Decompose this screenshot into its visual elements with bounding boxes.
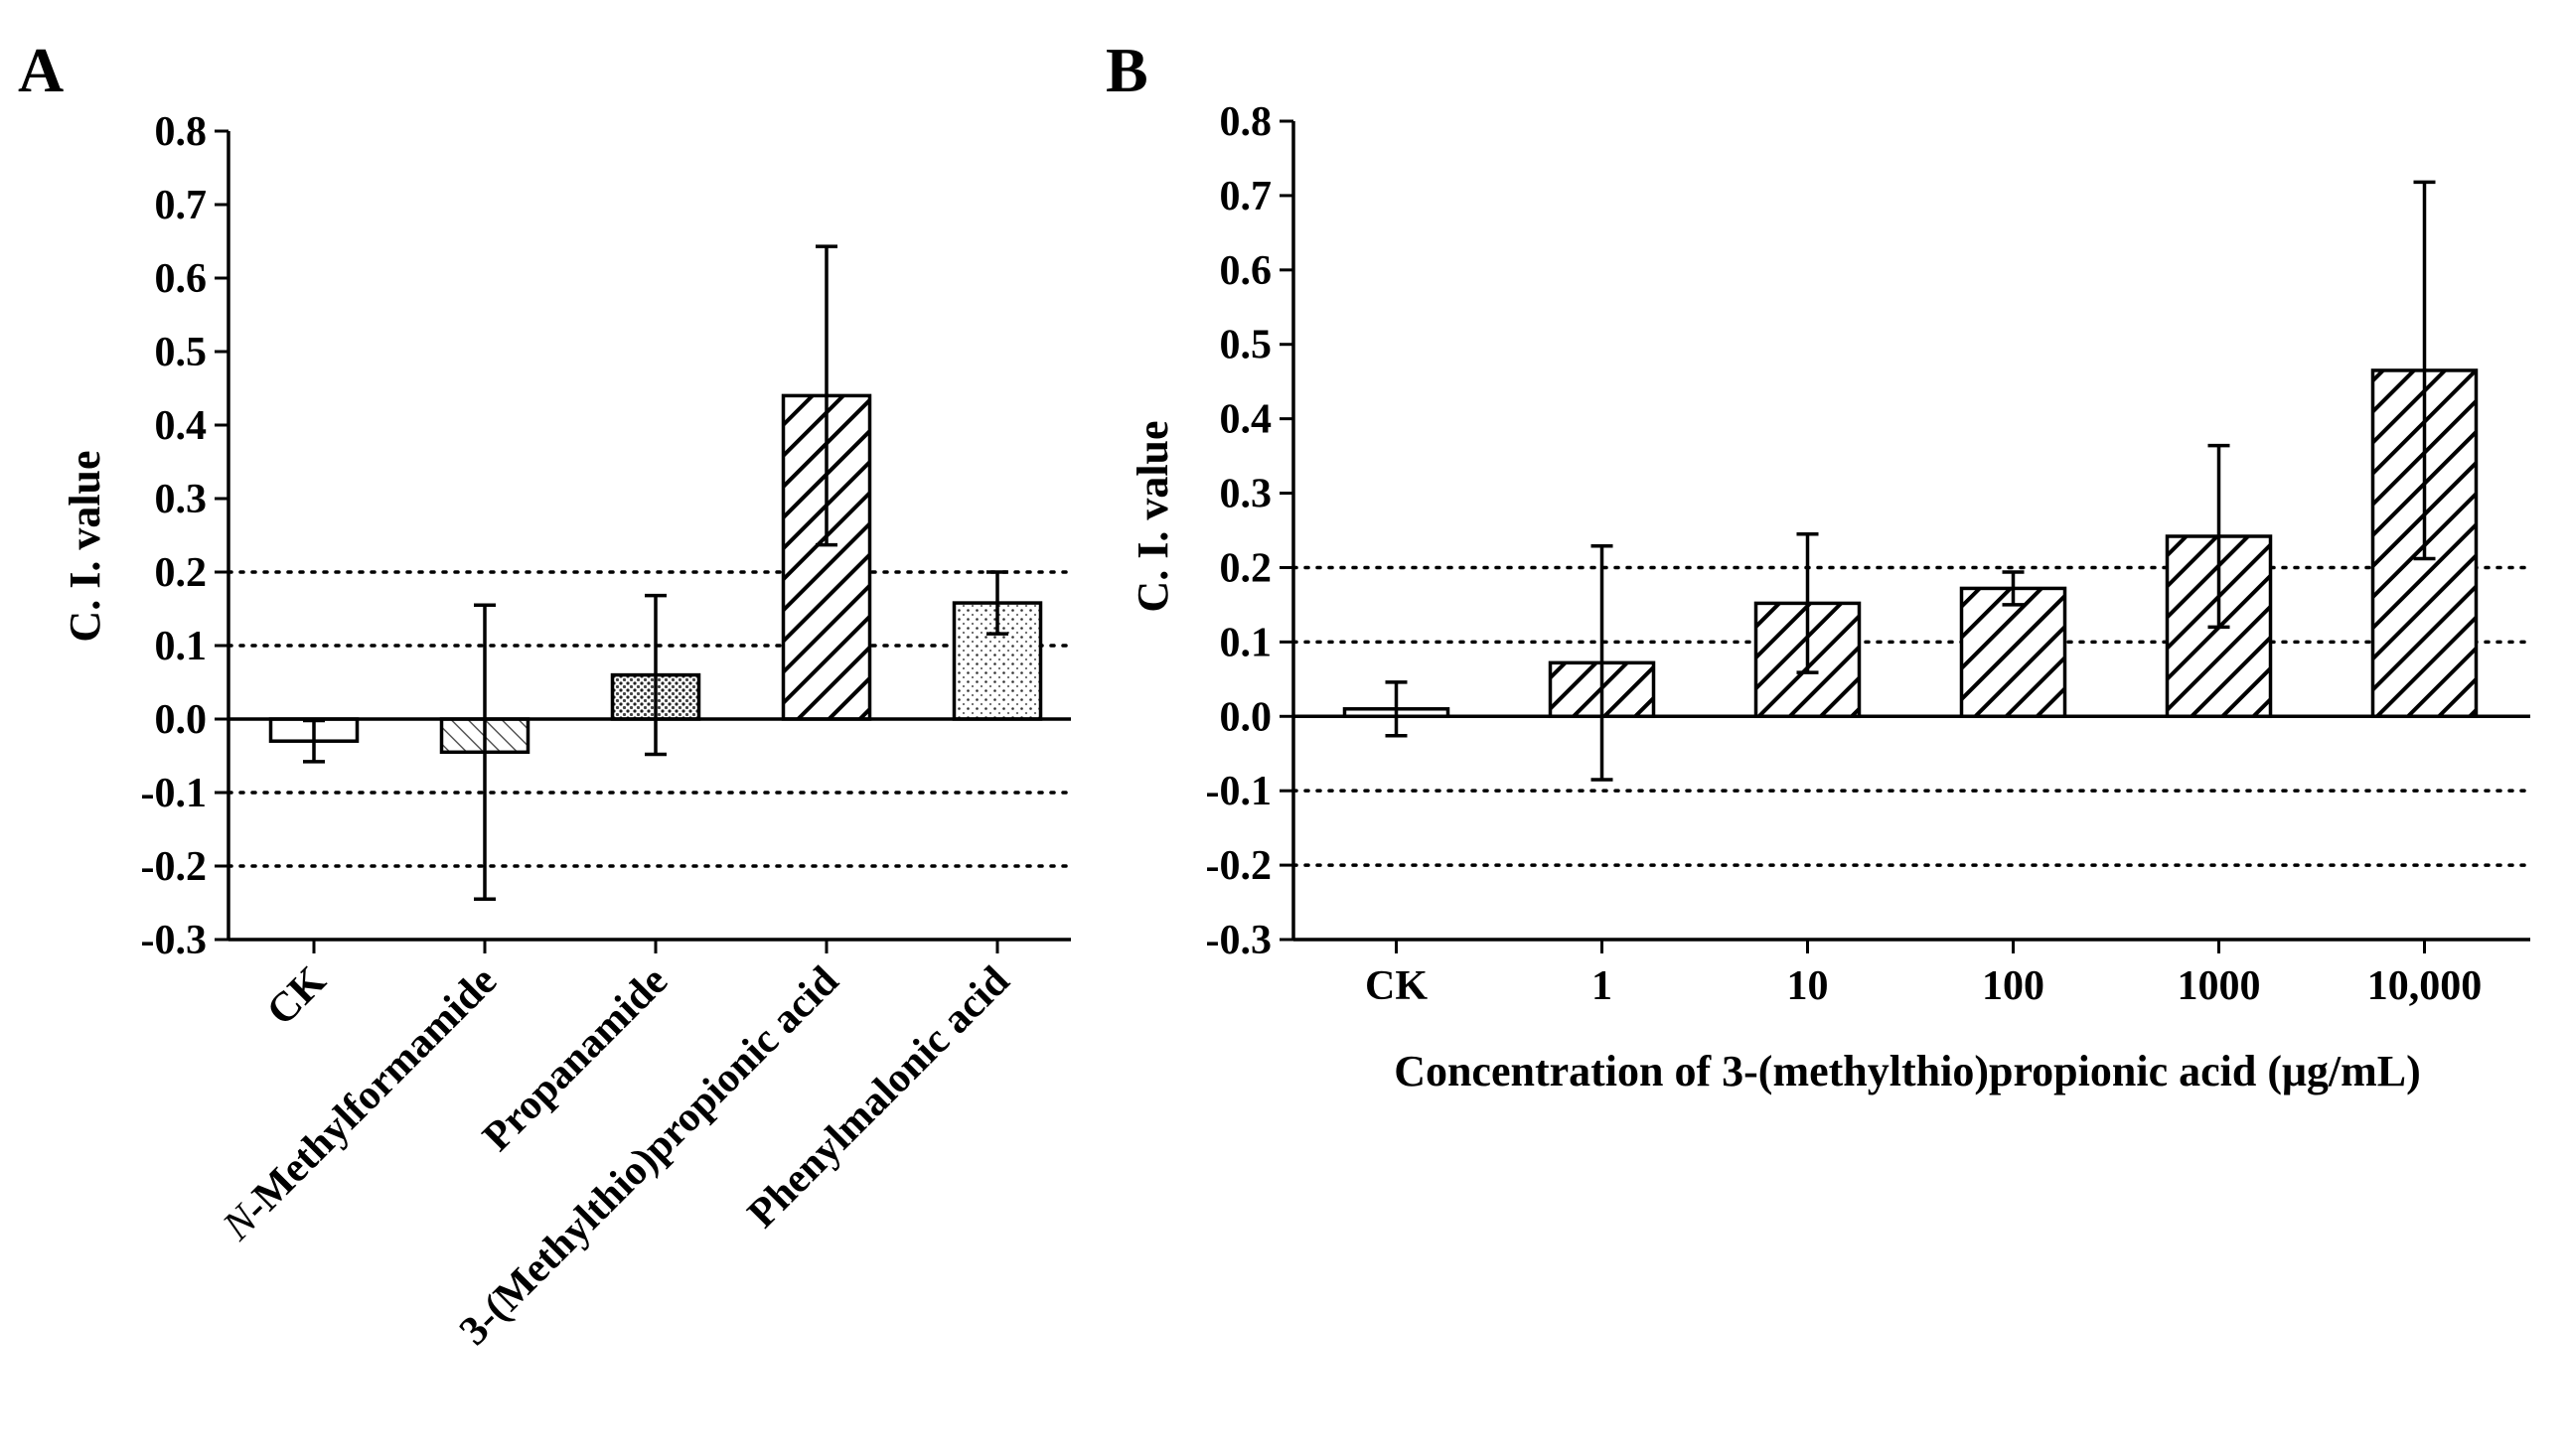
panel-b-chart: B C. I. value Concentration of 3-(methyl…	[1106, 35, 2532, 1095]
panel-a-y-tick-label: 0.3	[155, 477, 208, 522]
panel-a-chart: A C. I. value 0.8 0.7 0.6 0.5 0.4 0.3 0.2 0.1 0.…	[18, 35, 1073, 1355]
panel-b-y-axis-title: C. I. value	[1129, 420, 1177, 612]
panel-a-letter: A	[18, 35, 64, 105]
panel-b-category-label-2: 10	[1787, 963, 1829, 1009]
panel-a-y-tick-label: -0.3	[141, 918, 208, 963]
panel-b-y-tick-label: -0.2	[1206, 843, 1273, 889]
panel-b-x-axis-title: Concentration of 3-(methylthio)propionic…	[1394, 1047, 2421, 1095]
panel-a-y-axis-title: C. I. value	[61, 450, 109, 642]
panel-a-y-tick-label: 0.1	[155, 624, 208, 669]
panel-b-error-bar-1	[1590, 543, 1613, 782]
panel-b-category-label-5: 10,000	[2367, 963, 2483, 1009]
panel-b-y-tick-label: 0.4	[1220, 397, 1273, 443]
panel-b-category-label-3: 100	[1982, 963, 2044, 1009]
panel-b-y-tick-label: 0.6	[1220, 248, 1273, 294]
panel-b-y-tick-label: 0.7	[1220, 174, 1273, 219]
panel-b-y-tick-label: 0.8	[1220, 99, 1273, 145]
panel-a-error-bar-2	[645, 593, 667, 757]
panel-a-y-tick-label: 0.7	[155, 183, 208, 228]
panel-b-y-tick-label: 0.1	[1220, 620, 1273, 665]
panel-b-y-tick-label: -0.1	[1206, 769, 1273, 814]
panel-a-y-tick-label: 0.4	[155, 403, 208, 449]
panel-b-y-tick-label: -0.3	[1206, 918, 1273, 963]
panel-a-category-label-0: CK	[258, 957, 335, 1034]
panel-a-y-tick-label: 0.8	[155, 109, 208, 155]
panel-b-bar-3	[1959, 586, 2067, 719]
panel-b-category-label-4: 1000	[2178, 963, 2261, 1009]
panel-b-letter: B	[1106, 35, 1148, 105]
panel-a-y-tick-label: 0.0	[155, 697, 208, 743]
panel-a-error-bar-3	[816, 244, 837, 547]
panel-b-y-tick-label: 0.2	[1220, 545, 1273, 591]
panel-b-error-bar-5	[2413, 180, 2436, 561]
panel-a-y-tick-label: 0.2	[155, 550, 208, 596]
panel-a-y-tick-label: 0.6	[155, 256, 208, 302]
panel-b-category-label-1: 1	[1591, 963, 1612, 1009]
panel-b-error-bar-0	[1385, 680, 1408, 738]
panel-b-error-bar-4	[2207, 443, 2230, 630]
panel-a-y-tick-label: -0.1	[141, 771, 208, 816]
panel-a-y-tick-label: -0.2	[141, 844, 208, 890]
panel-b-error-bar-3	[2002, 570, 2025, 607]
panel-b-y-tick-label: 0.5	[1220, 323, 1273, 368]
panel-b-y-tick-label: 0.3	[1220, 472, 1273, 517]
panel-a-y-tick-label: 0.5	[155, 330, 208, 375]
panel-b-error-bar-2	[1796, 531, 1819, 674]
panel-a-error-bar-4	[986, 570, 1008, 636]
panel-b-y-tick-label: 0.0	[1220, 694, 1273, 740]
panel-b-category-label-0: CK	[1365, 963, 1428, 1009]
panel-a-error-bar-1	[474, 603, 496, 902]
